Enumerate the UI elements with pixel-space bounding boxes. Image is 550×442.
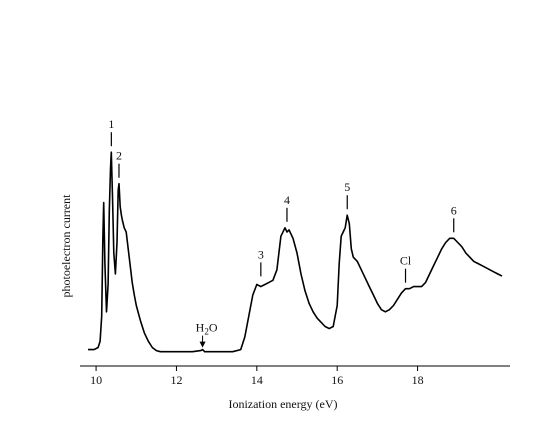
x-tick-label: 14 (251, 373, 263, 387)
peak-annotations: 1 2 3 4 5 Cl 6 H2O (108, 117, 457, 348)
annotation-label: 6 (451, 203, 457, 217)
annotation-label: 5 (344, 180, 350, 194)
series-layer (88, 151, 503, 353)
y-axis-label: photoelectron current (59, 194, 73, 298)
annotation-label: 4 (284, 193, 290, 207)
x-tick-label: 12 (170, 373, 182, 387)
x-tick-label: 16 (331, 373, 343, 387)
annotation-label: 2 (116, 149, 122, 163)
spectrum-line (88, 151, 503, 353)
annotation-arrow-head (199, 341, 206, 348)
annotation-label: H2O (196, 321, 218, 337)
annotation-label: 1 (108, 117, 114, 131)
annotation-label: 3 (258, 247, 264, 261)
x-tick-label: 10 (90, 373, 102, 387)
x-axis-label: Ionization energy (eV) (228, 397, 337, 411)
x-axis-ticks: 10 12 14 16 18 (90, 366, 424, 387)
x-tick-label: 18 (412, 373, 424, 387)
annotation-label: Cl (400, 254, 412, 268)
